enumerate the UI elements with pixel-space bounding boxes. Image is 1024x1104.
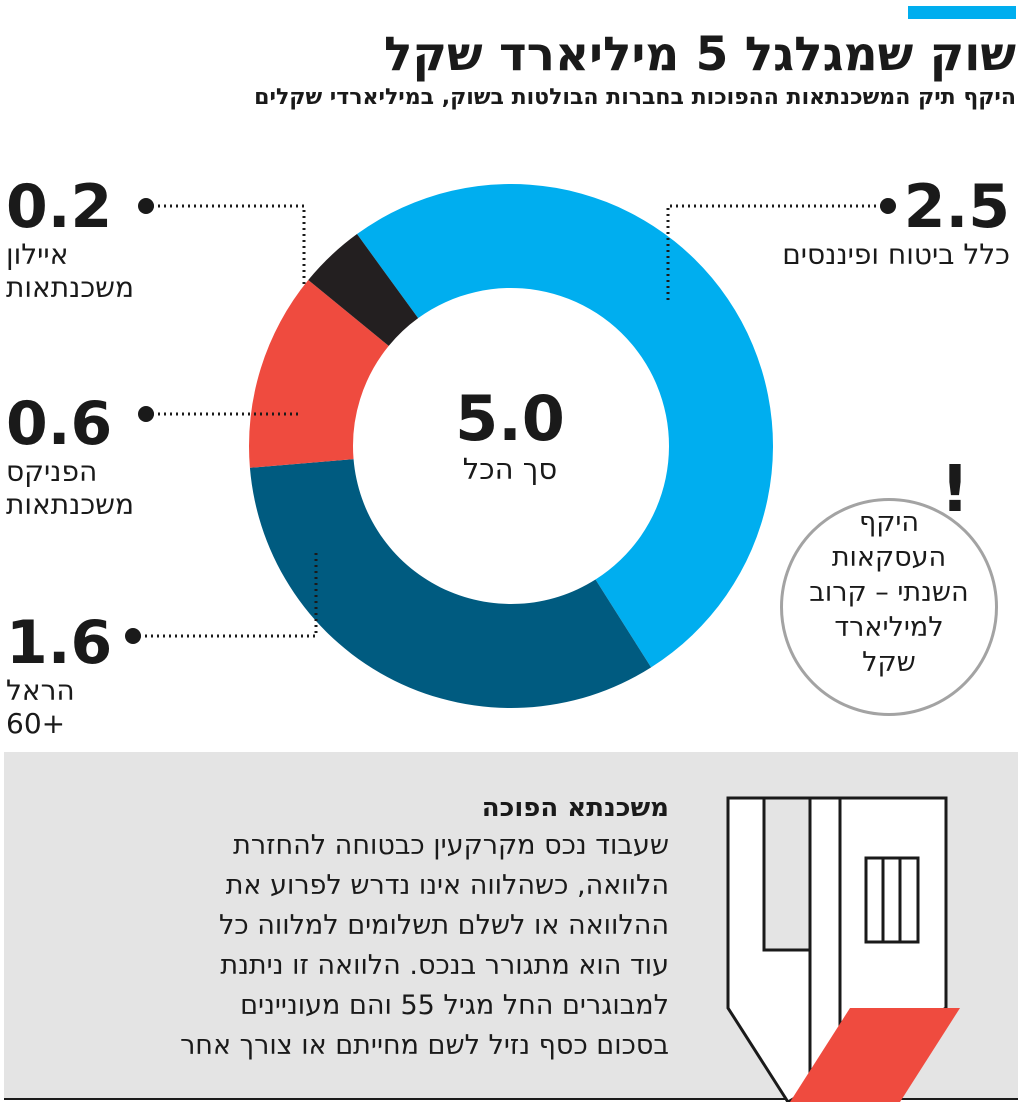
chart-subtitle: היקף תיק המשכנתאות ההפוכות בחברות הבולטו…: [254, 85, 1016, 110]
leader-ayalon-dot: [138, 198, 154, 214]
leader-ayalon: [146, 204, 306, 286]
slice-clal: [357, 183, 774, 668]
definition-body: שעבוד נכס מקרקעין כבטוחה להחזרת הלוואה, …: [180, 830, 669, 1061]
leader-clal-dot: [880, 198, 896, 214]
panel-divider: [4, 1098, 1018, 1100]
donut-slices: [249, 183, 774, 708]
value-label-clal: 2.5: [903, 172, 1010, 242]
leader-lines: [125, 198, 896, 644]
value-label-phoenix: 0.6: [6, 389, 113, 459]
leader-phoenix-dot: [138, 406, 154, 422]
chart-title: שוק שמגלגל 5 מיליארד שקל: [383, 27, 1016, 82]
donut-chart: [125, 183, 896, 708]
total-value: 5.0: [455, 382, 565, 455]
slice-ayalon: [308, 234, 419, 346]
category-label-harel: הראל +60: [6, 674, 75, 740]
slice-phoenix: [249, 280, 389, 468]
leader-harel: [133, 552, 318, 638]
slice-harel: [249, 459, 652, 708]
header-accent-bar: [908, 6, 1016, 19]
category-label-clal: כלל ביטוח ופיננסים: [782, 238, 1010, 271]
value-label-ayalon: 0.2: [6, 172, 113, 242]
house-illustration-icon: [726, 796, 960, 1102]
leader-clal: [666, 204, 888, 302]
note-circle: [780, 498, 998, 716]
value-label-harel: 1.6: [6, 608, 113, 678]
category-label-phoenix: הפניקס משכנתאות: [6, 455, 135, 521]
definition-title: משכנתא הפוכה: [481, 793, 669, 823]
total-label: סך הכל: [462, 452, 558, 486]
note-text: היקף העסקאות השנתי – קרוב למיליארד שקל: [809, 507, 969, 678]
leader-harel-dot: [125, 628, 141, 644]
category-label-ayalon: איילון משכנתאות: [6, 238, 135, 304]
exclamation-icon: !: [940, 453, 970, 527]
